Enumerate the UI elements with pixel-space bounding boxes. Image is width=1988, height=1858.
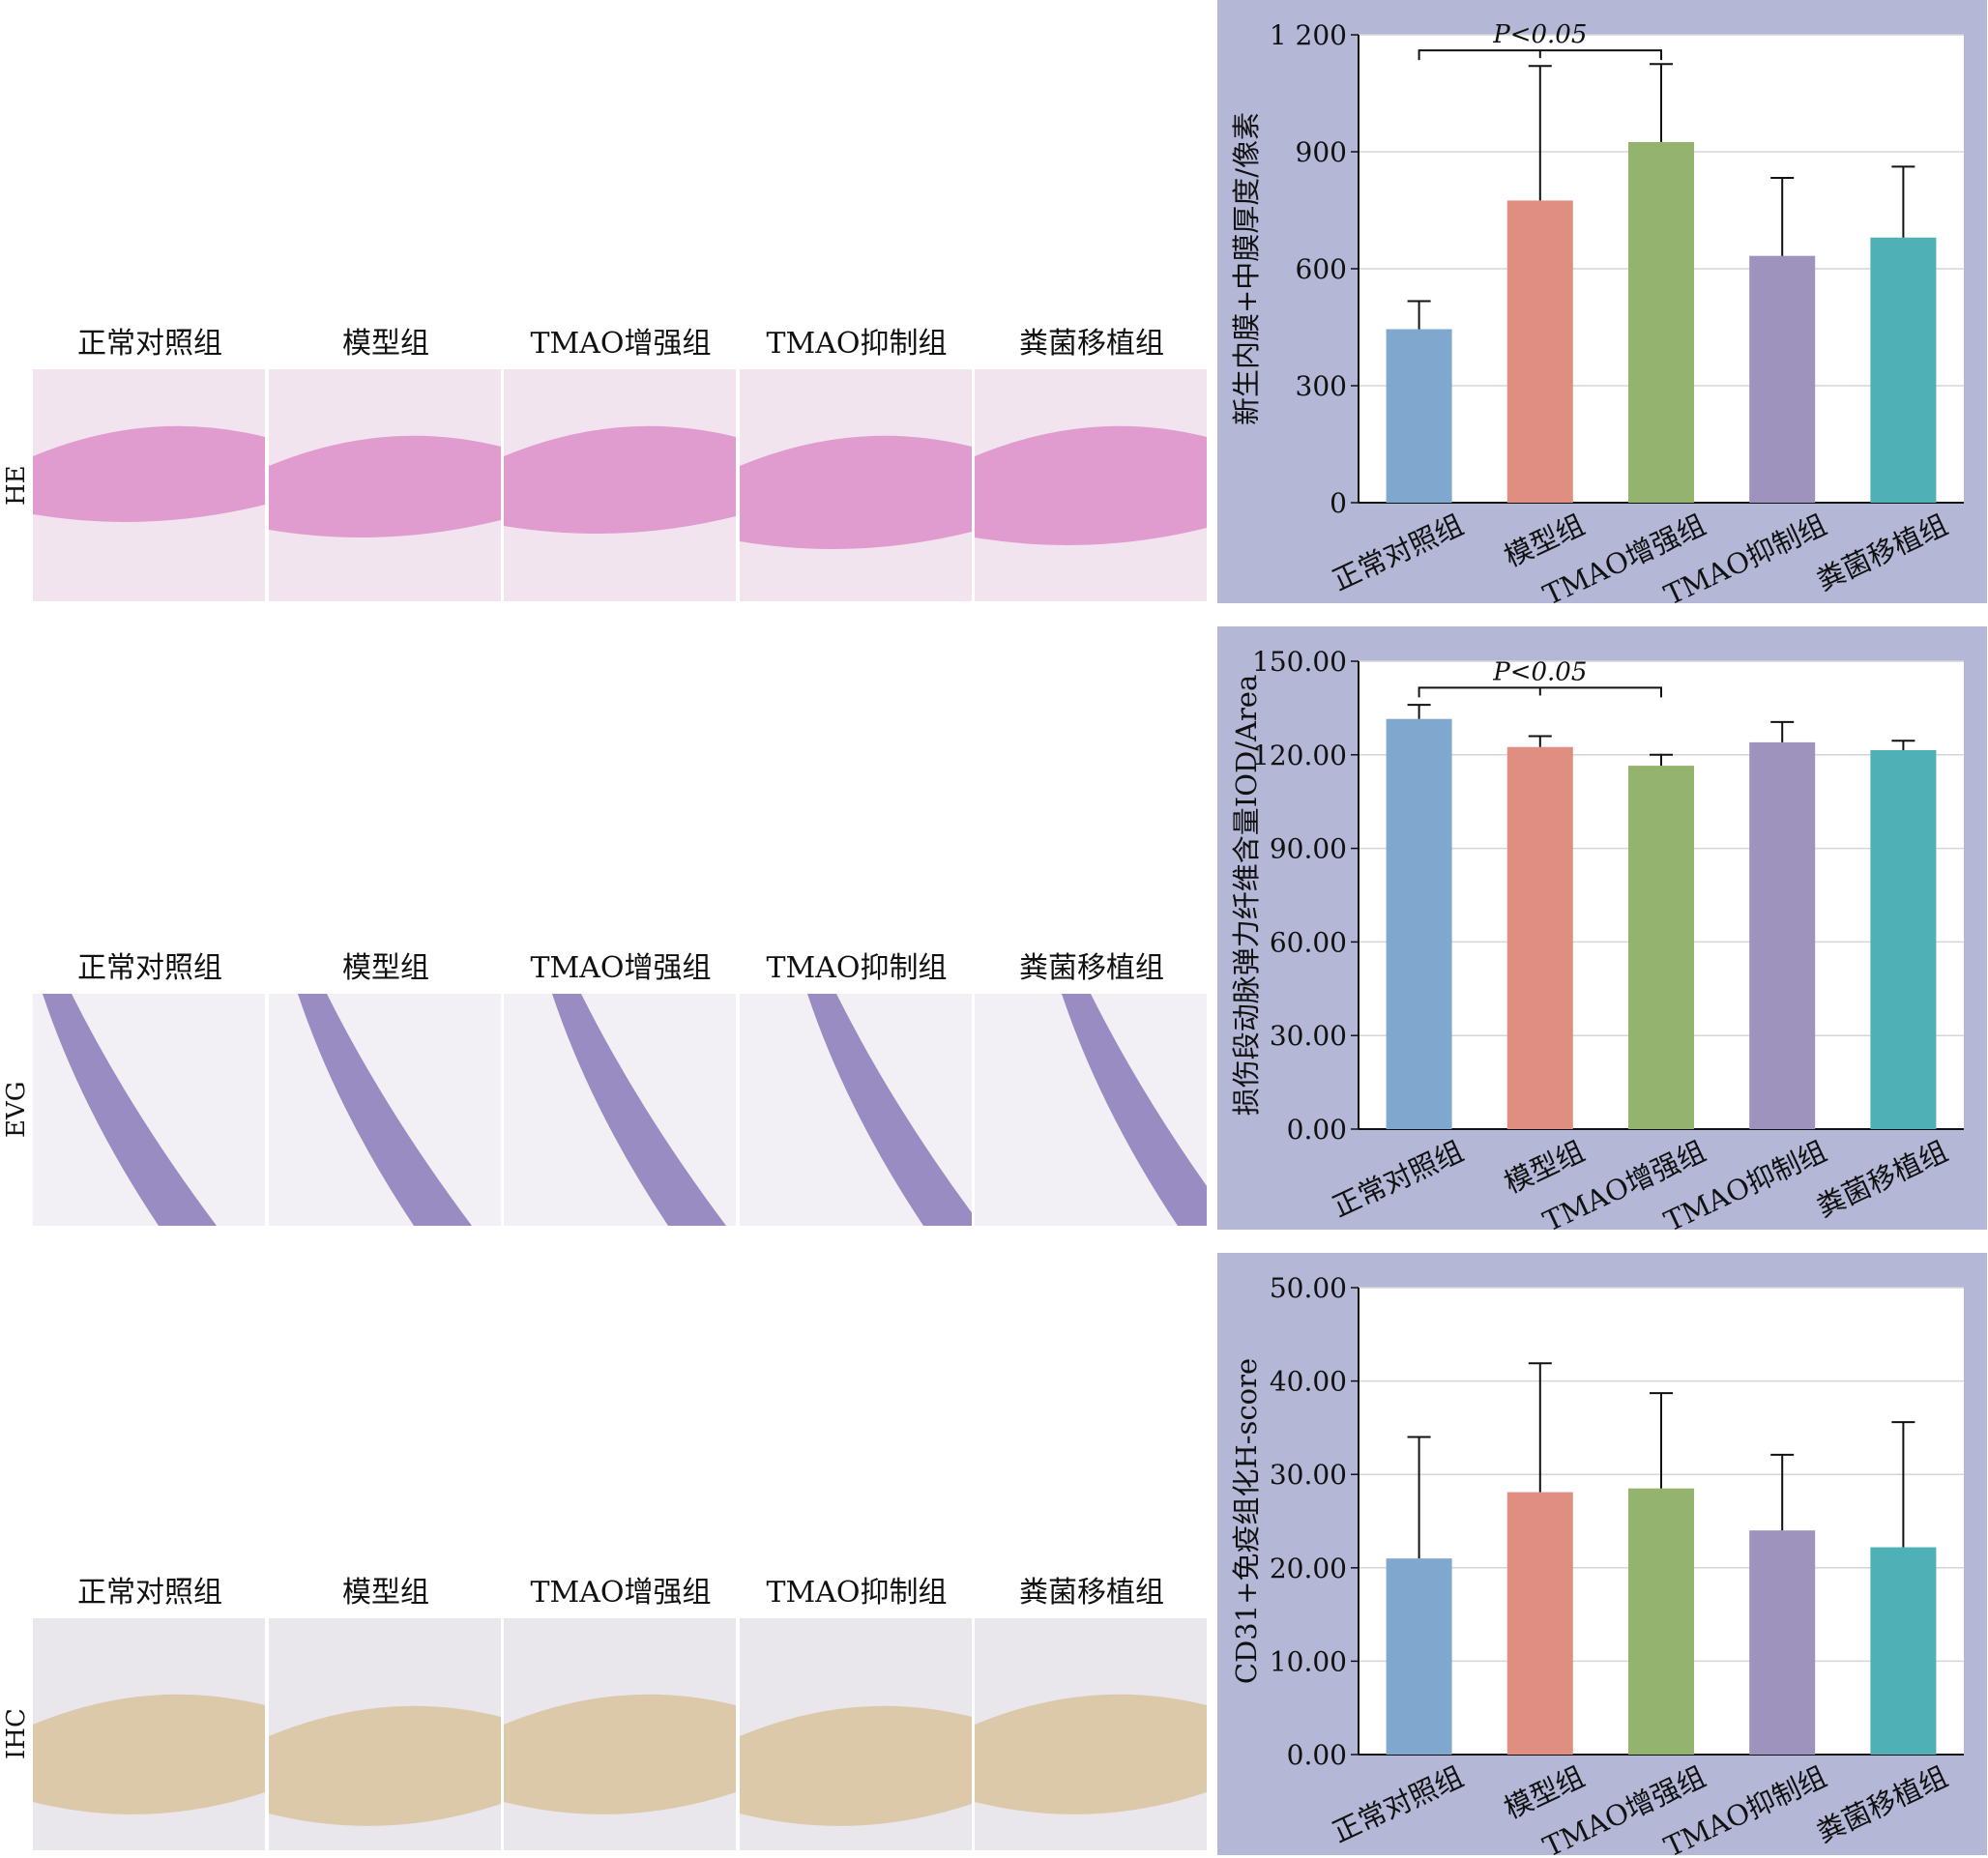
micrograph-ihc-5 (975, 1618, 1207, 1850)
x-tick-label: 粪菌移植组 (1812, 508, 1953, 597)
bar (1506, 1492, 1573, 1755)
y-tick-label: 600 (1296, 253, 1347, 285)
y-tick-label: 20.00 (1270, 1553, 1347, 1584)
y-tick-label: 60.00 (1270, 926, 1347, 958)
row-evg: EVG 正常对照组 模型组 TMAO增强组 TMAO抑制组 粪菌移植组 (0, 944, 1209, 1234)
y-tick-label: 40.00 (1270, 1366, 1347, 1398)
significance-label: P<0.05 (1492, 657, 1587, 686)
micrograph-he-3 (504, 369, 736, 601)
row-label: HE (2, 465, 31, 506)
bar (1628, 766, 1694, 1129)
bar (1870, 237, 1937, 503)
micrograph-ihc-4 (740, 1618, 972, 1850)
bar (1749, 1530, 1816, 1755)
y-tick-label: 0.00 (1287, 1739, 1347, 1771)
row-label: EVG (2, 1081, 31, 1139)
significance-bracket (1418, 49, 1662, 61)
bar (1628, 1488, 1694, 1755)
bar (1749, 741, 1816, 1129)
group-label: TMAO增强组 (530, 327, 712, 361)
row-label: IHC (2, 1708, 31, 1760)
bar (1870, 749, 1937, 1129)
group-label: TMAO抑制组 (766, 327, 948, 361)
group-label: 粪菌移植组 (1019, 951, 1164, 985)
micrograph-he-1 (33, 369, 265, 601)
bar (1506, 200, 1573, 503)
y-tick-label: 50.00 (1270, 1272, 1347, 1304)
x-tick-label: 正常对照组 (1328, 1135, 1469, 1224)
group-label: 正常对照组 (77, 327, 222, 361)
micrograph-he-2 (269, 369, 501, 601)
x-tick-label: 粪菌移植组 (1812, 1135, 1953, 1224)
micrograph-evg-3 (504, 994, 736, 1226)
group-label: 正常对照组 (77, 951, 222, 985)
bar (1386, 329, 1452, 503)
x-tick-label: 粪菌移植组 (1812, 1760, 1953, 1849)
micrograph-ihc-2 (269, 1618, 501, 1850)
significance-label: P<0.05 (1492, 20, 1587, 49)
micrograph-he-4 (740, 369, 972, 601)
bar (1386, 718, 1452, 1129)
row-ihc: IHC 正常对照组 模型组 TMAO增强组 TMAO抑制组 粪菌移植组 (0, 1568, 1209, 1858)
bar (1749, 255, 1816, 503)
y-tick-label: 120.00 (1252, 740, 1347, 771)
bar (1628, 141, 1694, 503)
micrograph-evg-5 (975, 994, 1207, 1226)
group-label: 粪菌移植组 (1019, 327, 1164, 361)
row-he: HE 正常对照组 模型组 TMAO增强组 TMAO抑制组 粪菌移植组 (0, 319, 1209, 609)
micrograph-ihc-1 (33, 1618, 265, 1850)
x-tick-label: 正常对照组 (1328, 508, 1469, 597)
group-label: TMAO抑制组 (766, 1576, 948, 1610)
y-tick-label: 30.00 (1270, 1020, 1347, 1052)
y-tick-label: 300 (1296, 370, 1347, 402)
y-tick-label: 900 (1296, 136, 1347, 168)
micrograph-evg-1 (33, 994, 265, 1226)
group-label: 模型组 (342, 327, 429, 361)
y-tick-label: 10.00 (1270, 1645, 1347, 1677)
micrograph-evg-4 (740, 994, 972, 1226)
group-label: TMAO抑制组 (766, 951, 948, 985)
micrograph-evg-2 (269, 994, 501, 1226)
micrograph-he-5 (975, 369, 1207, 601)
chart-elastic-fiber: 0.00 30.00 60.00 90.00 120.00 150.00 正常对照组 模型组 T… (1217, 626, 1987, 1230)
bar (1506, 746, 1573, 1129)
y-tick-label: 30.00 (1270, 1459, 1347, 1491)
y-tick-label: 0 (1330, 487, 1347, 519)
y-axis-label: 损伤段动脉弹力纤维含量IOD/Area (1230, 675, 1263, 1117)
group-label: 模型组 (342, 1576, 429, 1610)
group-label: TMAO增强组 (530, 1576, 712, 1610)
chart-cd31-hscore: 0.00 10.00 20.00 30.00 40.00 50.00 正常对照组 模型组 TMA… (1217, 1253, 1987, 1855)
y-tick-label: 150.00 (1252, 646, 1347, 678)
micrograph-ihc-3 (504, 1618, 736, 1850)
x-tick-label: 正常对照组 (1328, 1760, 1469, 1849)
bar (1386, 1558, 1452, 1755)
chart-intima-media-thickness: 0 300 600 900 1 200 正常对照组 模型组 TMAO增强组 TMAO抑制组 粪菌移… (1217, 0, 1987, 603)
y-tick-label: 90.00 (1270, 833, 1347, 865)
y-tick-label: 0.00 (1287, 1114, 1347, 1146)
y-axis-label: CD31+免疫组化H-score (1230, 1358, 1263, 1684)
group-label: 粪菌移植组 (1019, 1576, 1164, 1610)
bar (1870, 1547, 1937, 1755)
y-tick-label: 1 200 (1270, 19, 1347, 51)
group-label: 正常对照组 (77, 1576, 222, 1610)
y-axis-label: 新生内膜+中膜厚度/像素 (1230, 112, 1263, 425)
group-label: 模型组 (342, 951, 429, 985)
group-label: TMAO增强组 (530, 951, 712, 985)
